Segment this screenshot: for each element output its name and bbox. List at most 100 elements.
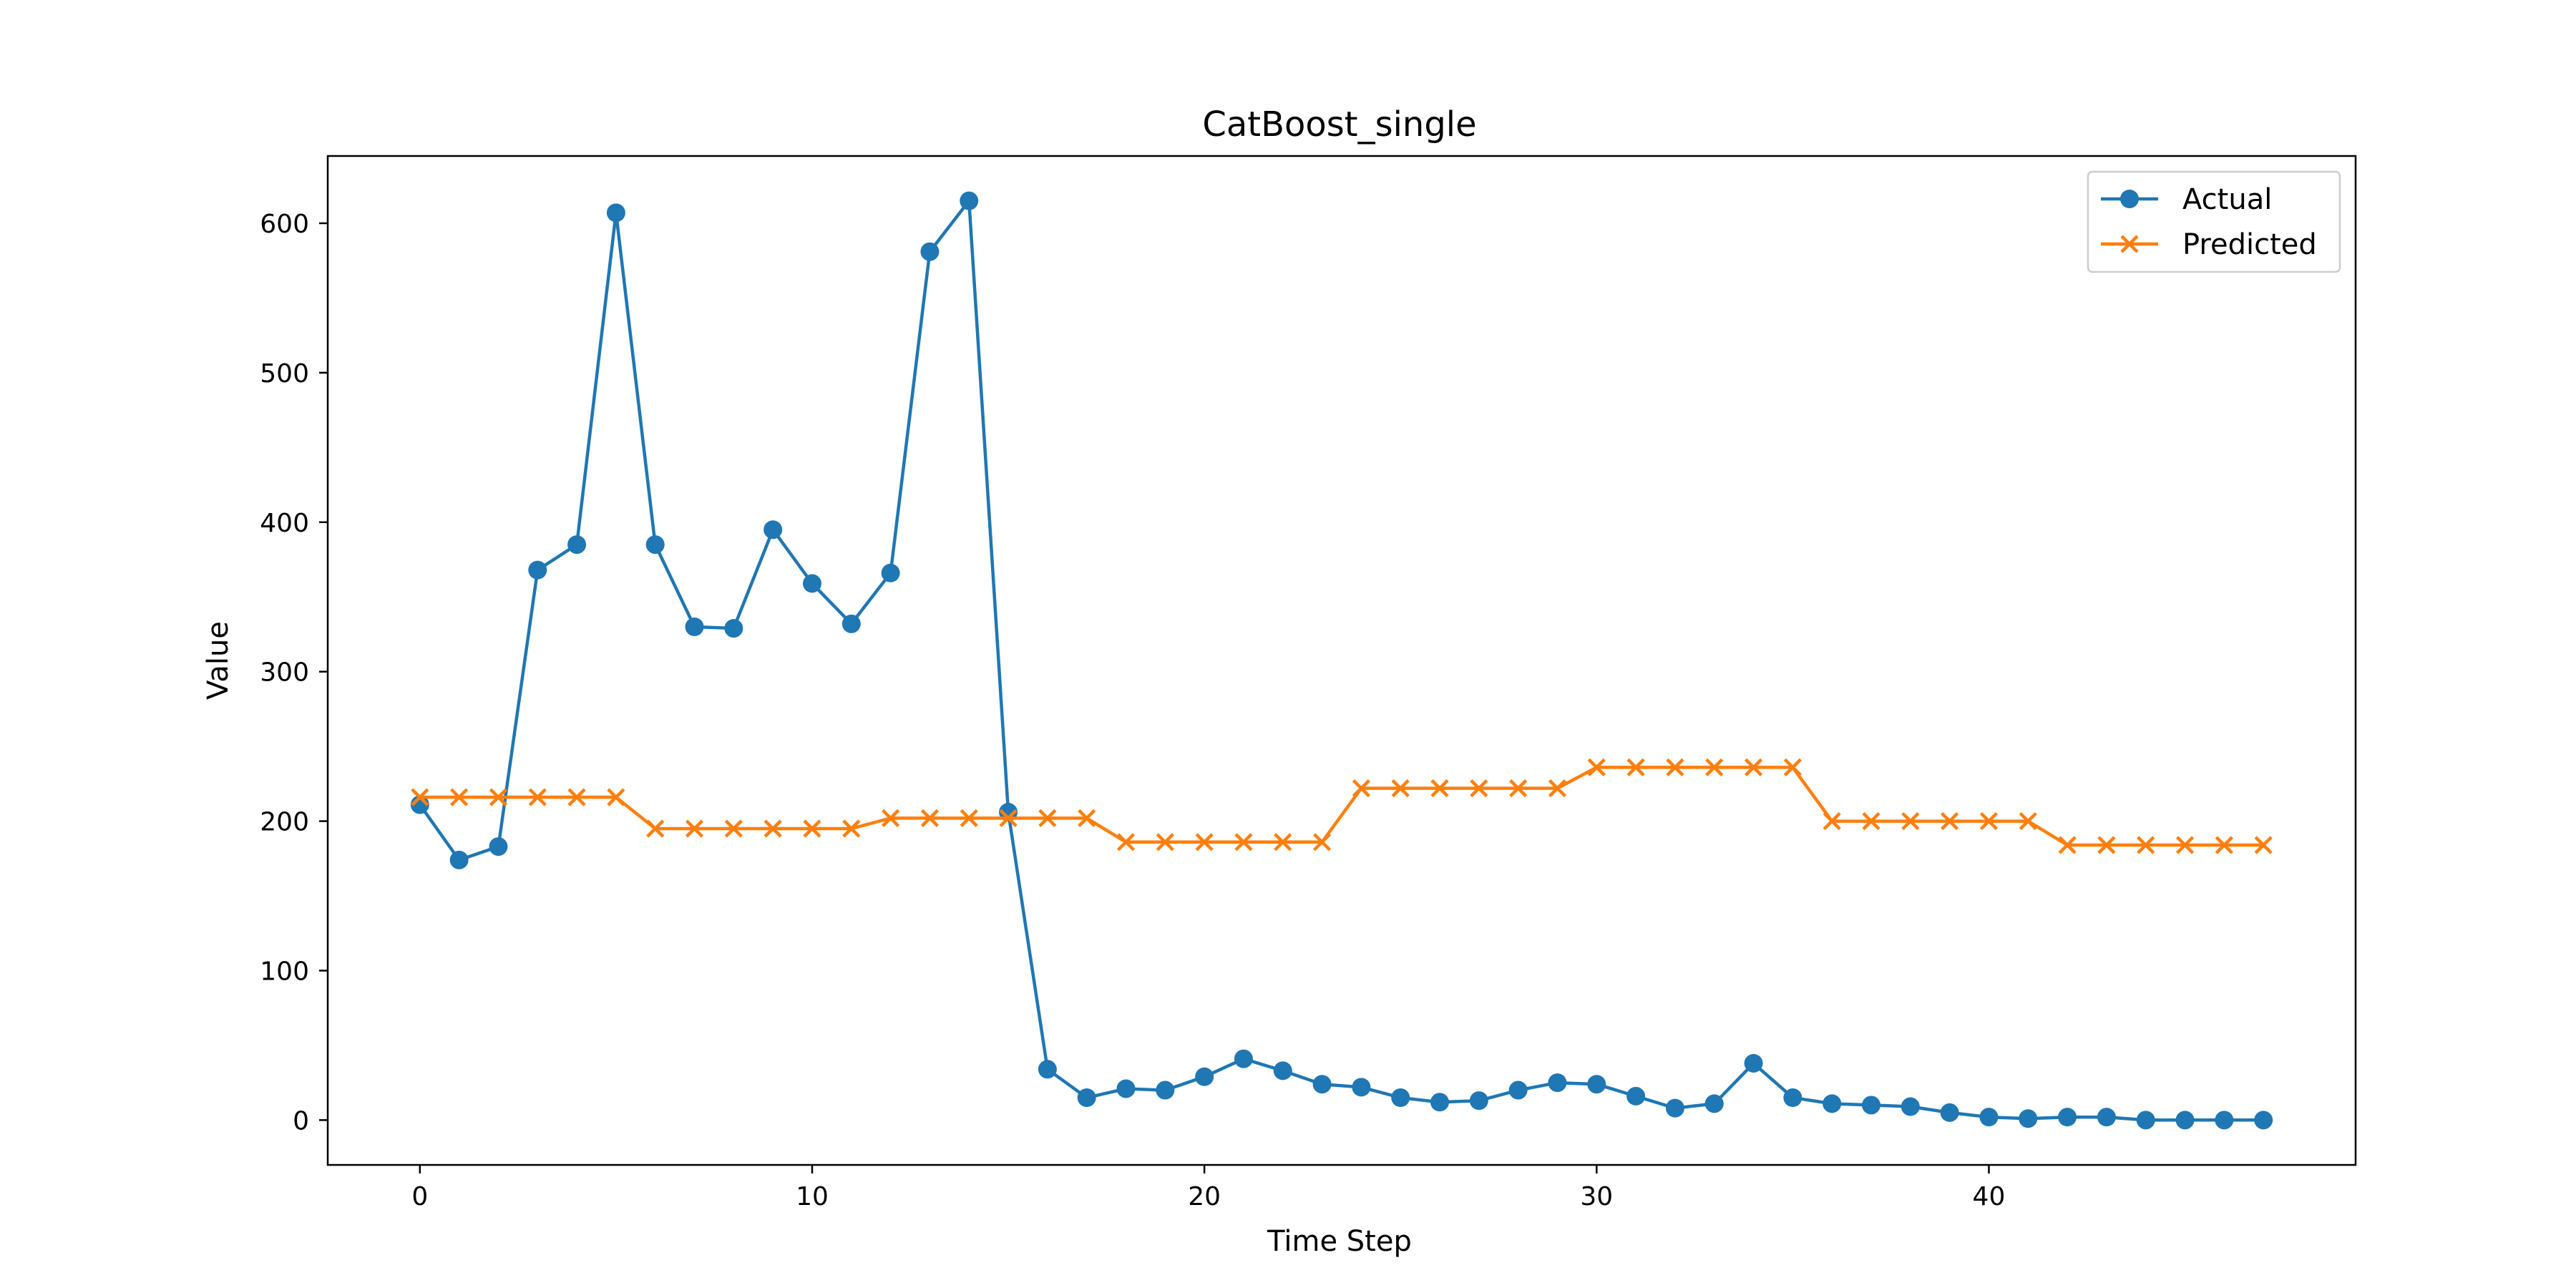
predicted-point [1548, 779, 1567, 798]
predicted-point [2175, 836, 2195, 854]
actual-point [881, 563, 900, 582]
predicted-point [1430, 779, 1449, 798]
actual-point [528, 560, 547, 580]
actual-point [2136, 1111, 2155, 1130]
actual-point [1273, 1061, 1292, 1080]
actual-legend-label: Actual [2182, 183, 2272, 216]
actual-point [2097, 1108, 2116, 1127]
x-tick-label: 10 [796, 1182, 829, 1211]
actual-point [1665, 1098, 1684, 1118]
actual-point [1469, 1091, 1488, 1111]
predicted-point [1941, 811, 1959, 831]
actual-point [2019, 1109, 2038, 1128]
actual-point [1979, 1108, 1999, 1127]
actual-point [1783, 1088, 1802, 1107]
predicted-point [685, 819, 704, 838]
actual-point [489, 837, 508, 857]
predicted-point [1116, 833, 1136, 852]
predicted-point [450, 788, 469, 806]
y-tick-label: 600 [260, 210, 309, 239]
actual-point [2215, 1111, 2234, 1130]
predicted-point [842, 819, 861, 838]
actual-point [1116, 1079, 1136, 1098]
actual-point [920, 242, 940, 261]
actual-point [724, 619, 743, 638]
legend: Actual Predicted [2087, 170, 2341, 273]
y-axis-label: Value [202, 621, 235, 700]
plot-area [410, 191, 2273, 1130]
predicted-point [1312, 833, 1332, 852]
actual-point [1862, 1096, 1881, 1115]
predicted-point [1038, 809, 1057, 827]
actual-point [645, 535, 665, 555]
actual-legend-marker [2120, 190, 2139, 208]
predicted-point [528, 788, 547, 806]
actual-point [1940, 1103, 1959, 1122]
y-tick-label: 200 [260, 808, 309, 837]
predicted-point [607, 788, 625, 806]
actual-point [960, 191, 979, 210]
predicted-point [1156, 833, 1174, 852]
actual-point [1626, 1086, 1646, 1106]
predicted-point [567, 788, 586, 806]
predicted-point [2019, 811, 2037, 831]
plot-frame [326, 155, 2357, 1166]
predicted-point [1862, 811, 1880, 831]
y-tick-label: 100 [260, 957, 309, 986]
actual-point [1195, 1067, 1214, 1086]
actual-point [567, 535, 587, 555]
actual-point [1587, 1075, 1606, 1094]
predicted-point [2137, 836, 2155, 854]
actual-point [449, 850, 469, 869]
x-axis-label: Time Step [1267, 1225, 1412, 1258]
actual-point [685, 618, 704, 636]
predicted-point [803, 819, 821, 838]
actual-point [1548, 1073, 1567, 1093]
actual-point [1156, 1080, 1175, 1100]
x-tick-label: 20 [1188, 1182, 1221, 1211]
predicted-point [2254, 836, 2273, 854]
actual-point [1391, 1088, 1410, 1107]
legend-box [2087, 170, 2341, 273]
predicted-legend-marker [2120, 235, 2139, 253]
y-tick-label: 500 [260, 359, 309, 389]
predicted-point [763, 819, 782, 838]
predicted-point [1744, 758, 1763, 776]
predicted-point [2097, 836, 2116, 854]
predicted-point [1666, 758, 1684, 776]
predicted-point [1391, 779, 1410, 798]
x-tick-label: 0 [411, 1182, 428, 1211]
actual-point [1704, 1094, 1724, 1113]
predicted-point [920, 809, 940, 827]
predicted-series-line [419, 766, 2264, 847]
predicted-point [999, 809, 1018, 827]
predicted-point [1195, 833, 1214, 852]
predicted-point [1470, 779, 1488, 798]
y-tick-label: 400 [260, 509, 309, 538]
predicted-point [724, 819, 743, 838]
predicted-point [411, 788, 429, 806]
actual-point [1234, 1049, 1253, 1068]
predicted-point [2058, 836, 2077, 854]
actual-point [1508, 1080, 1528, 1100]
predicted-point [2215, 836, 2233, 854]
actual-point [802, 574, 821, 593]
predicted-point [1783, 758, 1802, 776]
actual-point [606, 203, 625, 223]
predicted-point [1352, 779, 1371, 798]
actual-point [1038, 1060, 1057, 1079]
actual-point [1430, 1093, 1450, 1112]
predicted-point [1705, 758, 1724, 776]
predicted-point [1509, 779, 1528, 798]
predicted-point [882, 809, 900, 827]
actual-point [1312, 1075, 1332, 1094]
predicted-point [489, 788, 508, 806]
actual-point [841, 614, 861, 633]
actual-point [1901, 1097, 1920, 1116]
predicted-point [1901, 811, 1920, 831]
predicted-point [646, 819, 665, 838]
actual-point [1077, 1088, 1096, 1107]
